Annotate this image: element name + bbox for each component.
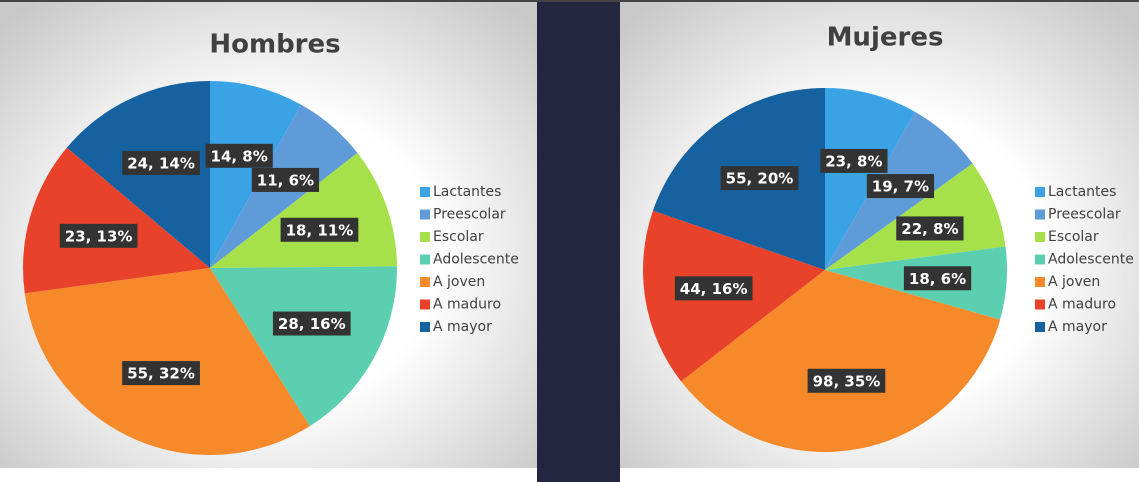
divider <box>537 0 620 482</box>
legend-label: A joven <box>433 274 485 290</box>
data-label: 23, 13% <box>65 227 133 245</box>
data-label-box <box>59 223 138 248</box>
data-label-box <box>903 266 972 291</box>
data-label: 98, 35% <box>813 372 881 390</box>
data-label: 24, 14% <box>127 154 195 172</box>
data-label: 44, 16% <box>680 280 748 298</box>
data-label-box <box>122 150 200 175</box>
legend-label: Preescolar <box>433 207 506 223</box>
legend-swatch <box>1035 254 1045 265</box>
data-label: 23, 8% <box>825 152 882 170</box>
legend-swatch <box>1035 299 1045 310</box>
data-label: 11, 6% <box>257 171 314 189</box>
legend-swatch <box>1035 187 1045 197</box>
chart-title: Hombres <box>209 30 340 60</box>
legend-swatch <box>420 277 430 287</box>
legend-swatch <box>1035 209 1045 220</box>
data-label-box <box>251 167 320 192</box>
legend-swatch <box>1035 277 1045 287</box>
legend-label: Lactantes <box>433 184 501 200</box>
legend-label: A mayor <box>1048 319 1107 335</box>
legend-swatch <box>420 232 430 242</box>
legend-label: A mayor <box>433 319 492 335</box>
data-label: 18, 6% <box>909 270 966 288</box>
legend-label: A maduro <box>433 297 501 313</box>
pie-slice <box>22 147 210 294</box>
legend-swatch <box>420 209 430 220</box>
pie-slice <box>681 270 1001 453</box>
pie-slice <box>210 266 397 427</box>
legend-label: Escolar <box>433 229 484 245</box>
data-label: 22, 8% <box>901 220 958 238</box>
legend-swatch <box>420 322 430 332</box>
data-label-box <box>820 148 888 173</box>
data-label-box <box>674 276 753 301</box>
data-label-box <box>122 361 200 386</box>
data-label-box <box>896 216 964 241</box>
legend-label: A joven <box>1048 274 1100 290</box>
data-label: 28, 16% <box>278 315 346 333</box>
data-label: 55, 20% <box>726 170 794 188</box>
data-label: 14, 8% <box>211 147 268 165</box>
data-label-box <box>280 217 359 242</box>
chart-title: Mujeres <box>827 23 944 53</box>
legend-label: Preescolar <box>1048 207 1121 223</box>
legend-swatch <box>420 299 430 310</box>
legend-swatch <box>420 254 430 265</box>
legend-label: Lactantes <box>1048 184 1116 200</box>
data-label-box <box>866 174 935 199</box>
legend-label: Adolescente <box>1048 252 1134 268</box>
data-label-box <box>272 311 351 336</box>
data-label: 18, 11% <box>286 221 354 239</box>
data-label-box <box>807 368 886 393</box>
data-label-box <box>205 143 273 168</box>
legend-label: Adolescente <box>433 252 519 268</box>
top-border <box>0 0 1139 2</box>
legend-label: A maduro <box>1048 297 1116 313</box>
legend-label: Escolar <box>1048 229 1099 245</box>
legend-swatch <box>1035 232 1045 242</box>
data-label: 19, 7% <box>872 178 929 196</box>
legend-swatch <box>420 187 430 197</box>
data-label: 55, 32% <box>127 365 195 383</box>
legend-swatch <box>1035 322 1045 332</box>
data-label-box <box>720 166 799 191</box>
